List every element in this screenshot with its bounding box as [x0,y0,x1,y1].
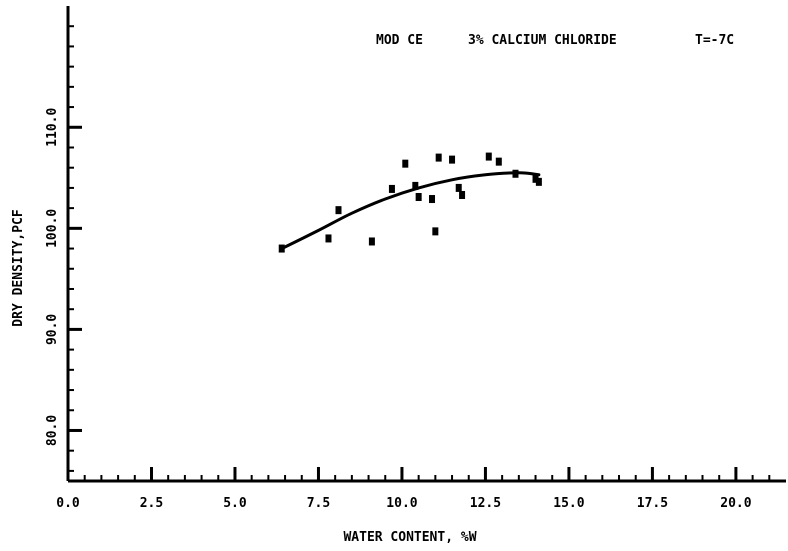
chart-title-part-1: MOD CE [376,33,423,48]
data-point [535,177,542,186]
y-tick-label: 80.0 [45,415,60,446]
y-tick-label: 90.0 [45,314,60,345]
data-points [278,152,542,253]
data-point [449,155,456,164]
data-point [532,174,539,183]
data-point [415,193,422,202]
x-axis-ticks [66,467,738,481]
data-point [335,206,342,215]
y-axis-ticks [68,125,82,432]
data-point [402,159,409,168]
data-point [432,227,439,236]
x-tick-label: 15.0 [553,496,584,511]
data-point [429,195,436,204]
data-point [485,152,492,161]
data-point [455,183,462,192]
x-tick-label: 0.0 [56,496,80,511]
x-tick-label: 17.5 [637,496,668,511]
data-point [278,244,285,253]
y-axis-title: DRY DENSITY,PCF [11,209,26,327]
data-point [412,181,419,190]
x-axis-title: WATER CONTENT, %W [343,530,476,545]
data-point [388,184,395,193]
x-tick-label: 5.0 [223,496,247,511]
y-tick-label: 100.0 [45,209,60,248]
x-tick-label: 7.5 [307,496,330,511]
chart-title-part-3: T=-7C [695,33,734,48]
fitted-curve [280,171,541,251]
chart-title-part-2: 3% CALCIUM CHLORIDE [468,33,617,48]
data-point [368,237,375,246]
data-point [435,153,442,162]
data-point [512,169,519,178]
x-tick-label: 12.5 [470,496,501,511]
x-tick-label: 10.0 [386,496,417,511]
x-tick-label: 20.0 [720,496,751,511]
y-axis-tick-labels: 80.0 90.0 100.0 110.0 [45,108,60,447]
data-point [459,190,466,199]
data-point [325,234,332,243]
data-point [495,157,502,166]
x-axis-tick-labels: 0.0 2.5 5.0 7.5 10.0 12.5 15.0 17.5 20.0 [56,496,751,511]
y-tick-label: 110.0 [45,108,60,147]
plot-frame [66,6,786,483]
x-tick-label: 2.5 [140,496,163,511]
